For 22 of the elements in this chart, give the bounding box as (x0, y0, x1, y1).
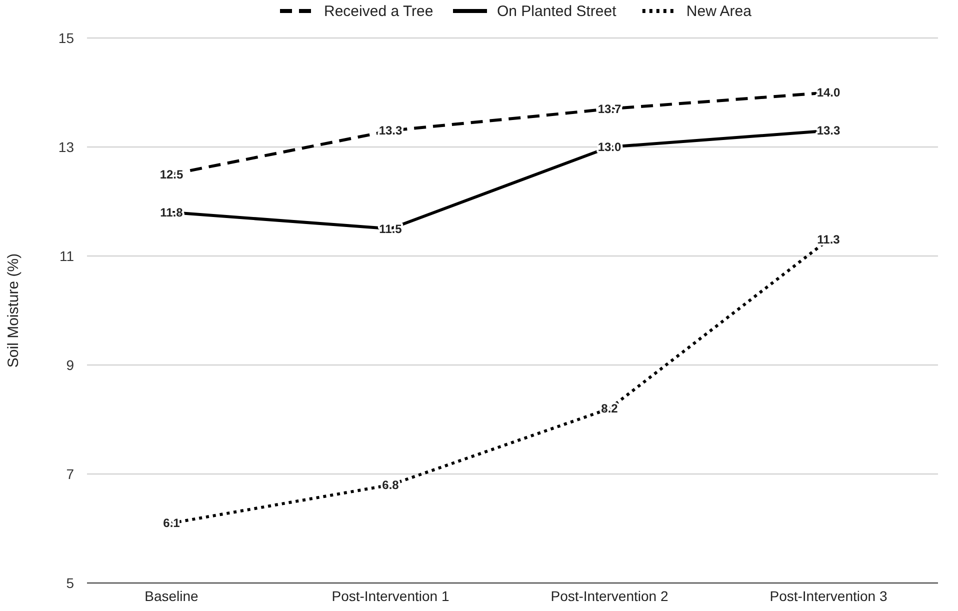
y-tick-label: 7 (66, 466, 74, 482)
data-label: 14.0 (816, 86, 840, 100)
y-tick-label: 11 (59, 248, 74, 264)
legend-label: Received a Tree (324, 3, 434, 20)
y-axis-title: Soil Moisture (%) (5, 253, 22, 368)
legend-label: On Planted Street (497, 3, 618, 20)
y-tick-label: 15 (58, 30, 74, 46)
x-tick-label: Baseline (144, 588, 199, 604)
data-label: 6.1 (163, 516, 180, 530)
x-tick-label: Post-Intervention 1 (332, 588, 450, 604)
data-label: 13.3 (816, 124, 840, 138)
y-tick-label: 5 (66, 575, 74, 591)
data-label: 11.3 (817, 232, 840, 247)
data-label: 13.7 (598, 102, 622, 116)
x-tick-label: Post-Intervention 3 (770, 588, 888, 604)
data-label: 12.5 (160, 167, 184, 182)
legend-label: New Area (686, 3, 752, 20)
data-label: 11.8 (160, 205, 184, 220)
y-tick-label: 9 (66, 357, 74, 373)
data-label: 6.8 (382, 478, 400, 492)
y-tick-label: 13 (58, 139, 74, 155)
x-tick-label: Post-Intervention 2 (550, 588, 668, 604)
